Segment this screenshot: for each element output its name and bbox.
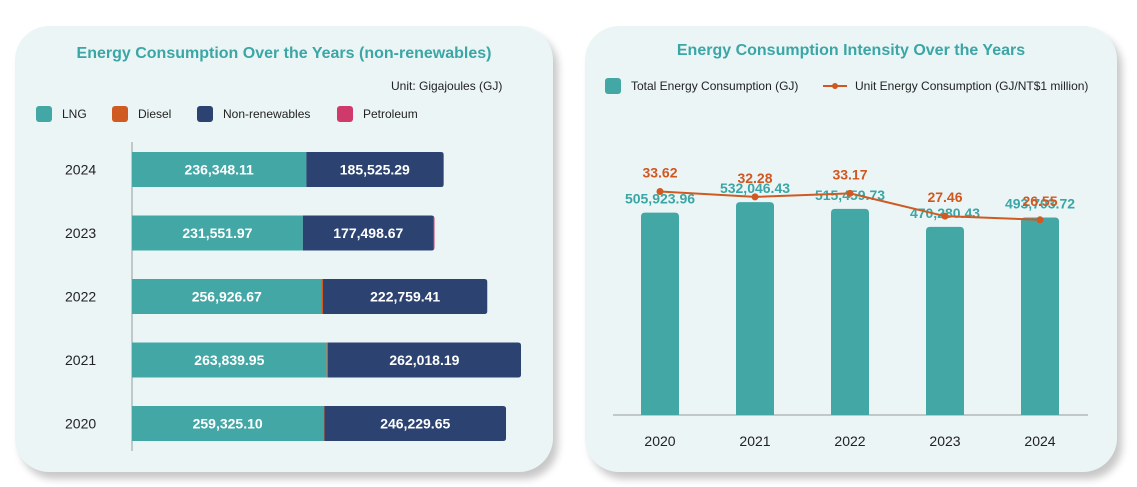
total-energy-bar — [1021, 217, 1059, 415]
legend-label-non-renewables: Non-renewables — [223, 107, 311, 121]
bar-segment-non-renewables — [302, 215, 434, 251]
bar-value-label: 185,525.29 — [340, 162, 410, 178]
legend-diesel: Diesel — [112, 106, 171, 122]
bar-segment-lng — [132, 279, 322, 314]
bar-segment-lng — [132, 406, 324, 441]
line-value-label: 27.46 — [927, 189, 962, 205]
bar-segment-non-renewables — [324, 406, 507, 441]
legend-label-total-energy: Total Energy Consumption (GJ) — [631, 79, 799, 93]
bar-value-label: 222,759.41 — [370, 289, 440, 305]
energy-intensity-card: Energy Consumption Intensity Over the Ye… — [585, 26, 1117, 472]
total-energy-bar — [831, 208, 869, 415]
line-value-label: 32.28 — [737, 170, 772, 186]
legend-swatch-petroleum — [337, 106, 353, 122]
unit-energy-point — [846, 189, 854, 197]
year-label: 2022 — [65, 289, 96, 305]
total-energy-bar — [926, 226, 964, 415]
bar-value-label: 532,046.43 — [720, 180, 790, 196]
bar-value-label: 493,703.72 — [1005, 196, 1075, 212]
line-value-label: 33.62 — [642, 165, 677, 181]
unit-energy-point — [656, 188, 664, 196]
bar-line-chart: 505,923.962020532,046.432021515,459.7320… — [613, 165, 1088, 449]
bar-value-label: 259,325.10 — [193, 416, 263, 432]
bar-value-label: 256,926.67 — [192, 289, 262, 305]
bar-row — [132, 152, 444, 187]
bar-segment-diesel — [321, 279, 324, 314]
bar-segment-non-renewables — [323, 279, 488, 314]
legend-label-lng: LNG — [62, 107, 87, 121]
legend-label-petroleum: Petroleum — [363, 107, 418, 121]
bar-row — [132, 342, 522, 378]
year-label: 2023 — [65, 225, 96, 241]
total-energy-bar — [641, 212, 679, 415]
legend-swatch-non-renewables — [197, 106, 213, 122]
legend-swatch-unit-energy — [823, 78, 847, 94]
legend-petroleum: Petroleum — [337, 106, 418, 122]
bar-segment-diesel — [326, 342, 328, 378]
line-value-label: 33.17 — [832, 166, 867, 182]
year-label: 2020 — [65, 416, 96, 432]
legend-swatch-diesel — [112, 106, 128, 122]
x-tick-label: 2022 — [834, 433, 865, 449]
bar-segment-diesel — [323, 406, 325, 441]
bar-segment-petroleum — [433, 215, 435, 251]
legend-swatch-total-energy — [605, 78, 621, 94]
bar-segment-lng — [132, 215, 303, 251]
bar-value-label: 246,229.65 — [380, 416, 450, 432]
x-tick-label: 2020 — [644, 433, 675, 449]
unit-energy-point — [941, 212, 949, 220]
x-tick-label: 2024 — [1024, 433, 1055, 449]
energy-consumption-card: Energy Consumption Over the Years (non-r… — [15, 26, 553, 472]
chart-title: Energy Consumption Over the Years (non-r… — [76, 45, 492, 62]
chart-title: Energy Consumption Intensity Over the Ye… — [676, 42, 1026, 59]
bar-value-label: 236,348.11 — [185, 162, 255, 178]
bar-value-label: 263,839.95 — [194, 352, 264, 368]
unit-energy-point — [751, 193, 759, 201]
legend-non-renewables: Non-renewables — [197, 106, 310, 122]
bar-segment-lng — [132, 152, 307, 187]
legend-unit-energy: Unit Energy Consumption (GJ/NT$1 million… — [823, 78, 1088, 94]
bar-value-label: 177,498.67 — [333, 225, 403, 241]
legend-total-energy: Total Energy Consumption (GJ) — [605, 78, 798, 94]
bar-row — [132, 215, 435, 251]
bar-value-label: 231,551.97 — [182, 225, 252, 241]
bar-row — [132, 279, 488, 314]
x-tick-label: 2023 — [929, 433, 960, 449]
bar-segment-petroleum — [443, 152, 444, 187]
stacked-bar-chart: 2024 236,348.11 185,525.29 2023 231,551.97 17… — [65, 142, 522, 451]
bar-value-label: 505,923.96 — [625, 191, 695, 207]
bar-segment-non-renewables — [327, 342, 522, 378]
year-label: 2024 — [65, 162, 96, 178]
bar-row — [132, 406, 507, 441]
total-energy-bar — [736, 202, 774, 415]
bar-segment-non-renewables — [306, 152, 444, 187]
line-value-label: 26.55 — [1022, 193, 1057, 209]
year-label: 2021 — [65, 352, 96, 368]
unit-label: Unit: Gigajoules (GJ) — [391, 79, 503, 93]
legend-label-diesel: Diesel — [138, 107, 172, 121]
bar-segment-lng — [132, 342, 327, 378]
unit-energy-point — [1036, 216, 1044, 224]
legend-swatch-lng — [36, 106, 52, 122]
legend-label-unit-energy: Unit Energy Consumption (GJ/NT$1 million… — [855, 79, 1089, 93]
x-tick-label: 2021 — [739, 433, 770, 449]
legend-lng: LNG — [36, 106, 87, 122]
bar-value-label: 262,018.19 — [389, 352, 459, 368]
